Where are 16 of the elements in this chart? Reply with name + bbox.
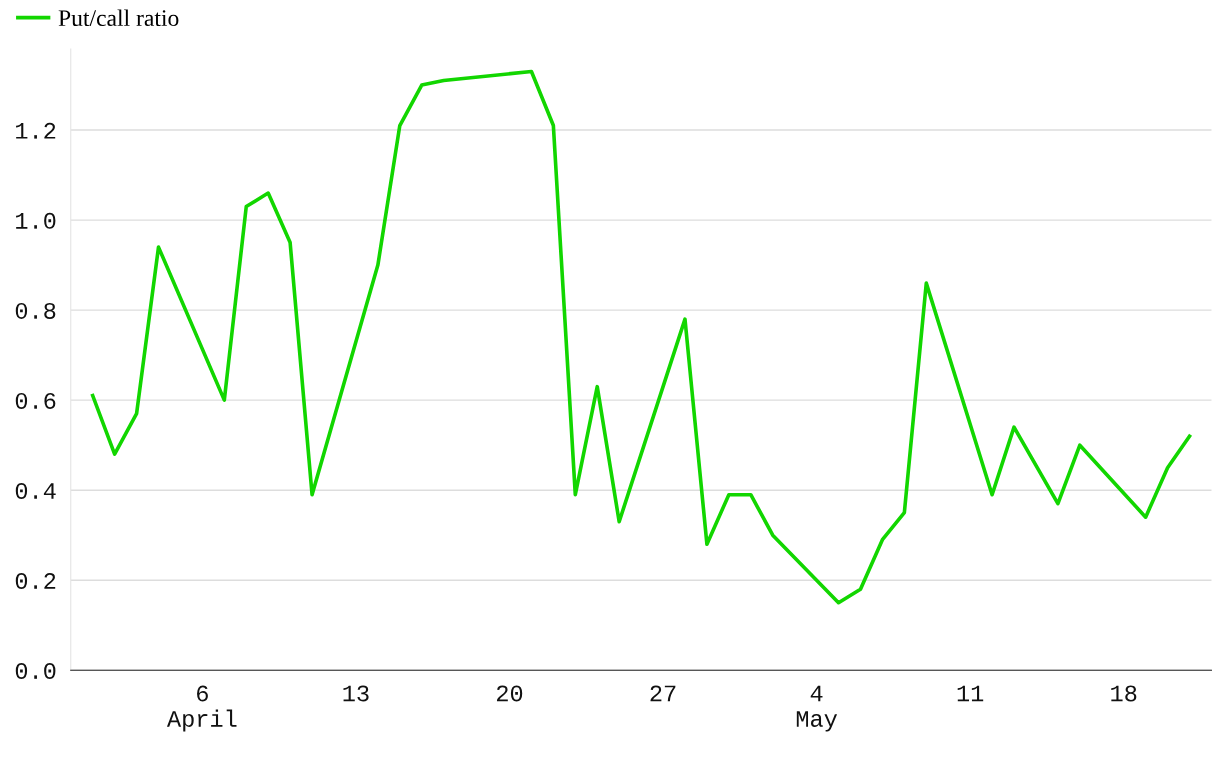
x-tick-label: 11	[957, 685, 984, 702]
y-tick-label: 0.6	[15, 392, 56, 409]
y-tick-label: 1.0	[16, 212, 56, 229]
x-tick-label: 20	[496, 685, 523, 702]
x-tick-label: 6 April	[166, 685, 237, 732]
x-tick-label: 13	[343, 685, 369, 702]
y-tick-label: 1.2	[16, 122, 56, 139]
x-tick-label: 27	[650, 685, 676, 702]
line-series	[90, 69, 1192, 605]
y-tick-label: 0.8	[15, 302, 56, 319]
x-tick-label: 18	[1111, 685, 1137, 702]
legend-label: Put/call ratio	[58, 9, 179, 27]
x-tick-label: 4 May	[796, 685, 838, 732]
y-tick-label: 0.0	[15, 663, 56, 680]
y-tick-label: 0.4	[15, 482, 56, 499]
y-tick-label: 0.2	[15, 572, 56, 590]
